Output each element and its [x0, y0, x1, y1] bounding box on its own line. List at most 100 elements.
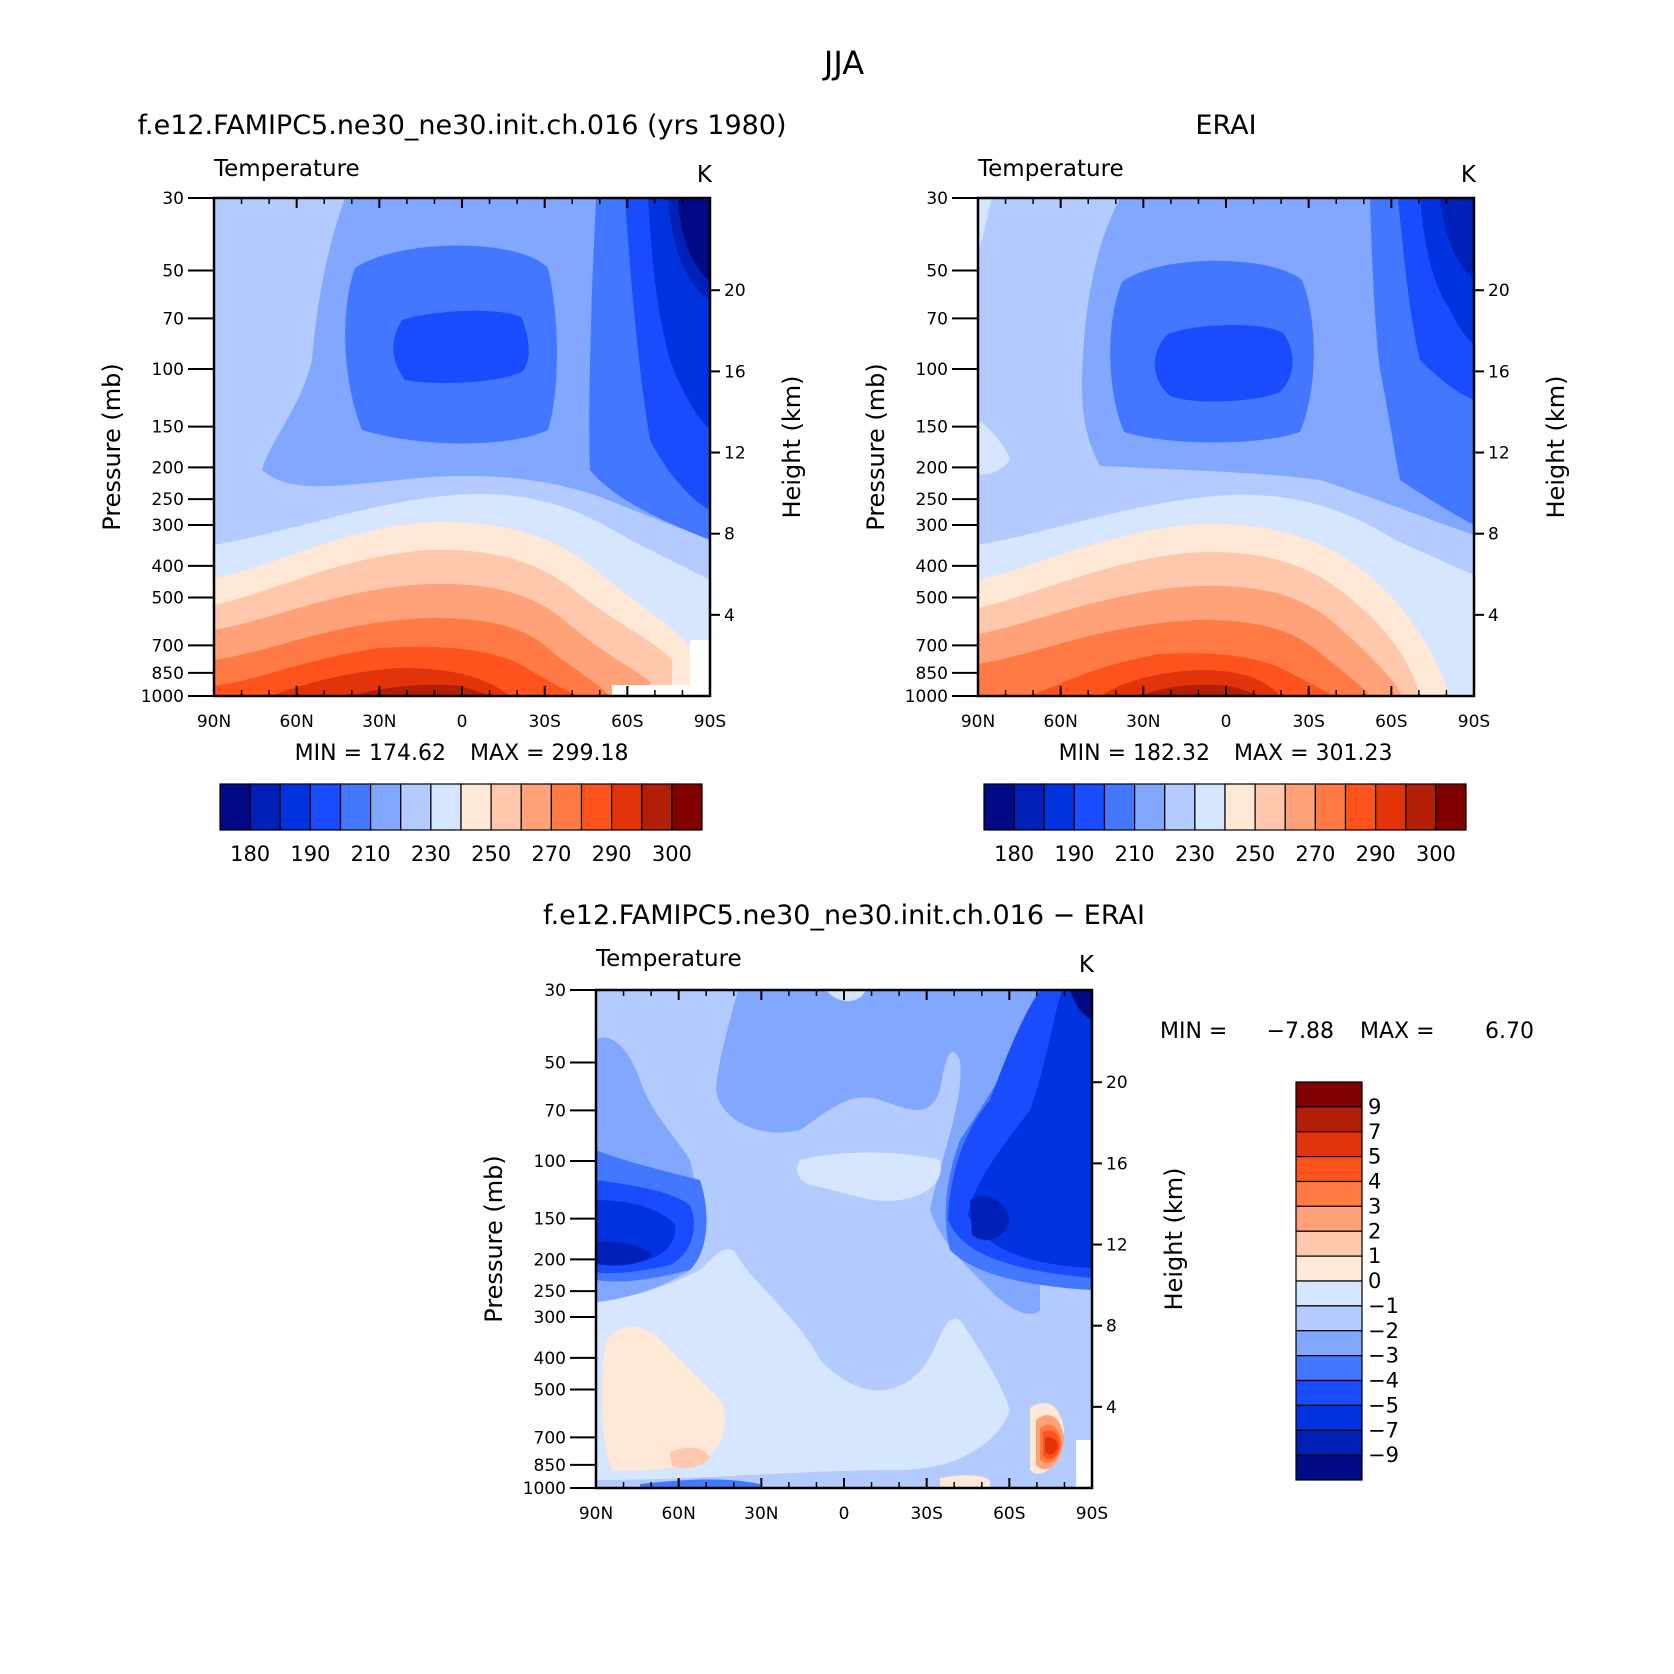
contour-level-300 — [350, 684, 490, 696]
contour-field-model — [214, 198, 710, 696]
colorbar-swatch — [490, 783, 522, 831]
contour-level-neg7-west — [596, 1241, 652, 1266]
colorbar-label: 230 — [411, 842, 451, 866]
x-tick-label: 60S — [611, 712, 643, 732]
contour-level-neg7-south — [970, 1196, 1010, 1240]
y2-tick-label: 12 — [1106, 1236, 1128, 1256]
y-tick-label: 200 — [916, 458, 948, 478]
x-tick-label: 90S — [694, 712, 726, 732]
x-tick-label: 60S — [993, 1504, 1025, 1524]
missing-data-mask — [612, 685, 710, 696]
contour-level-pos0 — [602, 1326, 725, 1471]
colorbar-label: −9 — [1368, 1443, 1399, 1467]
colorbar-swatch — [1284, 783, 1316, 831]
y-tick-label: 400 — [534, 1349, 566, 1369]
colorbar-label: 290 — [592, 842, 632, 866]
max-label: MAX = 299.18 — [470, 741, 629, 766]
colorbar-swatch — [1295, 1081, 1363, 1108]
missing-data-mask — [690, 640, 710, 696]
y-tick-label: 70 — [926, 309, 948, 329]
panel-model: f.e12.FAMIPC5.ne30_ne30.init.ch.016 (yrs… — [98, 110, 806, 866]
y2-tick-label: 16 — [724, 362, 746, 382]
y-axis-title: Pressure (mb) — [98, 363, 126, 530]
x-tick-label: 0 — [839, 1504, 850, 1524]
x-tick-label: 0 — [1221, 712, 1232, 732]
contour-level-240-spot — [978, 198, 992, 250]
x-tick-label: 60S — [1375, 712, 1407, 732]
colorbar-swatch — [1013, 783, 1045, 831]
colorbar-swatch — [370, 783, 402, 831]
contour-level-pos7 — [1045, 1437, 1058, 1455]
variable-label: Temperature — [977, 156, 1124, 182]
contour-level-0-upper — [797, 1152, 941, 1202]
y2-tick-label: 4 — [724, 606, 735, 626]
colorbar-swatch — [1295, 1156, 1363, 1183]
colorbar-label: 0 — [1368, 1269, 1381, 1293]
colorbar-model: 180 190 210 230 250 270 290 300 — [219, 783, 703, 866]
colorbar-swatch — [1295, 1355, 1363, 1382]
y-tick-label: 500 — [534, 1381, 566, 1401]
contour-level-neg5-south — [968, 990, 1092, 1268]
colorbar-label: 180 — [230, 842, 270, 866]
y-tick-label: 500 — [916, 589, 948, 609]
x-tick-label: 90S — [1076, 1504, 1108, 1524]
colorbar-swatch — [1295, 1404, 1363, 1431]
contour-level-240-south — [1464, 630, 1474, 660]
colorbar-swatch — [1134, 783, 1166, 831]
colorbar-label: 5 — [1368, 1145, 1381, 1169]
y2-axis-title: Height (km) — [778, 376, 806, 519]
contour-level-pos1 — [670, 1447, 710, 1468]
y2-tick-label: 8 — [724, 525, 735, 545]
y-tick-label: 250 — [534, 1282, 566, 1302]
colorbar-erai: 180 190 210 230 250 270 290 300 — [983, 783, 1467, 866]
max-label: MAX = 301.23 — [1234, 741, 1393, 766]
y2-tick-label: 16 — [1106, 1154, 1128, 1174]
y-tick-label: 850 — [534, 1456, 566, 1476]
colorbar-swatch — [1194, 783, 1226, 831]
colorbar-swatch — [1295, 1230, 1363, 1257]
x-tick-label: 90N — [197, 712, 231, 732]
max-value: 6.70 — [1485, 1019, 1534, 1044]
min-label: MIN = 174.62 — [295, 741, 446, 766]
panel-title-model: f.e12.FAMIPC5.ne30_ne30.init.ch.016 (yrs… — [137, 110, 786, 141]
y-tick-label: 200 — [152, 458, 184, 478]
colorbar-swatch — [1295, 1330, 1363, 1357]
contour-level-240-spot — [978, 420, 1010, 475]
colorbar-label: 210 — [351, 842, 391, 866]
y-axis-title: Pressure (mb) — [480, 1155, 508, 1322]
y2-axis: 20 16 12 8 4 — [710, 281, 746, 626]
colorbar-swatch — [339, 783, 372, 831]
colorbar-swatch — [1295, 1379, 1363, 1406]
colorbar-swatch — [983, 783, 1015, 831]
colorbar-swatch — [1103, 783, 1136, 831]
colorbar-swatch — [1295, 1255, 1363, 1282]
panel-difference: f.e12.FAMIPC5.ne30_ne30.init.ch.016 − ER… — [480, 900, 1534, 1524]
y-tick-label: 1000 — [141, 687, 184, 707]
y2-tick-label: 16 — [1488, 362, 1510, 382]
y-tick-label: 300 — [152, 516, 184, 536]
colorbar-swatch — [1224, 783, 1256, 831]
missing-data-mask — [1076, 1440, 1092, 1488]
x-tick-label: 30S — [528, 712, 560, 732]
colorbar-swatch — [400, 783, 432, 831]
colorbar-label: −5 — [1368, 1393, 1399, 1417]
colorbar-swatch — [1295, 1180, 1363, 1207]
colorbar-swatch — [641, 783, 673, 831]
y2-tick-label: 12 — [1488, 444, 1510, 464]
colorbar-label: 190 — [290, 842, 330, 866]
contour-level-300 — [1140, 684, 1260, 696]
y-tick-label: 200 — [534, 1250, 566, 1270]
colorbar-label: 250 — [471, 842, 511, 866]
y-axis-title: Pressure (mb) — [862, 363, 890, 530]
y-tick-label: 30 — [926, 189, 948, 209]
y-tick-label: 300 — [916, 516, 948, 536]
y-tick-label: 700 — [916, 636, 948, 656]
colorbar-swatch — [219, 783, 251, 831]
contour-level-175 — [678, 198, 710, 282]
contour-level-pos0-surface — [940, 1475, 990, 1488]
y-axis: 30 50 70 100 150 200 250 300 400 500 700 850 1000 — [905, 189, 978, 707]
variable-label: Temperature — [213, 156, 360, 182]
colorbar-swatch — [1073, 783, 1106, 831]
panel-title-erai: ERAI — [1195, 110, 1256, 141]
